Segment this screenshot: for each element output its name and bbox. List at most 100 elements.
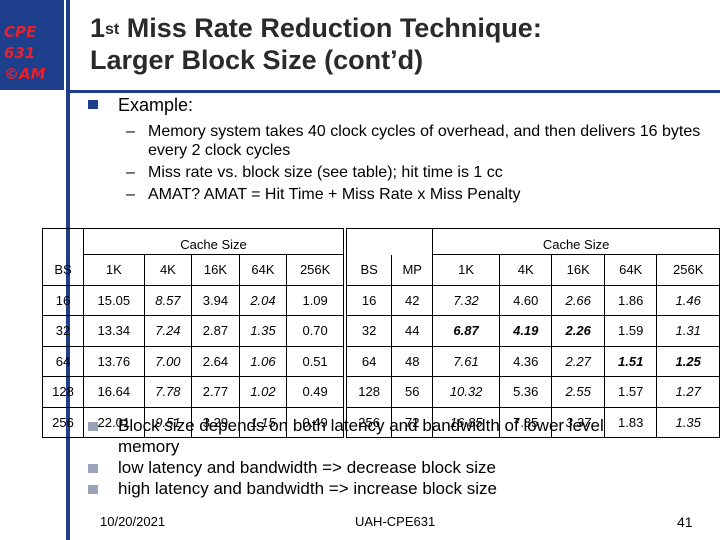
cache-size-group-header: Cache Size	[83, 228, 344, 255]
example-item: – Memory system takes 40 clock cycles of …	[126, 123, 701, 159]
miss-rate-table: Cache Size BS 1K 4K 16K 64K 256K 16 15.05 8.57 3.9…	[41, 228, 344, 438]
table-cell: 1.57	[603, 376, 658, 408]
table-cell: 64	[345, 345, 393, 377]
header-blank-cell	[345, 228, 434, 255]
sidebar-band	[0, 0, 64, 90]
table-cell: 1.86	[603, 284, 658, 316]
footer-course: UAH-CPE631	[355, 514, 436, 529]
table-cell: 1.09	[286, 284, 344, 316]
table-cell: 128	[345, 376, 393, 408]
column-header: BS	[345, 254, 393, 286]
header-blank-cell	[41, 228, 85, 255]
table-cell: 128	[41, 376, 85, 408]
table-cell: 7.32	[432, 284, 501, 316]
logo-line-3: ©AM	[4, 65, 46, 83]
table-row: 16 42 7.32 4.60 2.66 1.86 1.46	[345, 284, 720, 316]
table-cell: 7.78	[143, 376, 193, 408]
table-cell: 4.19	[499, 315, 553, 347]
table-row: 128 56 10.32 5.36 2.55 1.57 1.27	[345, 376, 720, 408]
table-cell: 7.00	[143, 345, 193, 377]
table-row: 16 15.05 8.57 3.94 2.04 1.09	[41, 284, 344, 316]
table-cell: 2.64	[191, 345, 240, 377]
table-cell: 3.29	[191, 406, 240, 438]
bullet-square-icon	[88, 422, 98, 431]
table-cell: 256	[345, 406, 393, 438]
title-line-1: Miss Rate Reduction Technique:	[119, 13, 542, 43]
table-cell: 256	[41, 406, 85, 438]
table-cell: 32	[41, 315, 85, 347]
table-cell: 2.27	[551, 345, 605, 377]
table-cell: 16.64	[83, 376, 145, 408]
table-cell: 3.37	[551, 406, 605, 438]
title-rule	[70, 90, 720, 93]
table-cell: 64	[41, 345, 85, 377]
logo-line-2: 631	[4, 44, 36, 62]
table-cell: 2.87	[191, 315, 240, 347]
table-cell: 6.87	[432, 315, 501, 347]
column-header: 4K	[143, 254, 193, 286]
dash-icon: –	[126, 123, 135, 140]
table-cell: 5.36	[499, 376, 553, 408]
table-cell: 2.55	[551, 376, 605, 408]
page-number: 41	[677, 514, 693, 530]
conclusion-list: Block size depends on both latency and b…	[118, 415, 618, 499]
table-cell: 3.94	[191, 284, 240, 316]
table-cell: 0.49	[286, 406, 344, 438]
table-cell: 0.70	[286, 315, 344, 347]
table-cell: 2.04	[238, 284, 288, 316]
amat-table: Cache Size BS MP 1K 4K 16K 64K 256K 16 42 7.32 4.60…	[345, 228, 720, 438]
bullet-square-icon	[88, 100, 98, 109]
table-cell: 13.34	[83, 315, 145, 347]
table-cell: 42	[391, 284, 434, 316]
column-header: 64K	[603, 254, 658, 286]
title-line-2: Larger Block Size (cont’d)	[90, 45, 424, 75]
dash-icon: –	[126, 164, 135, 181]
table-cell: 1.83	[603, 406, 658, 438]
column-header: BS	[41, 254, 85, 286]
table-row: 256 72 16.85 7.85 3.37 1.83 1.35	[345, 406, 720, 438]
conclusion-item: high latency and bandwidth => increase b…	[118, 479, 497, 498]
table-cell: 2.77	[191, 376, 240, 408]
conclusion-item: low latency and bandwidth => decrease bl…	[118, 458, 497, 477]
example-list: – Memory system takes 40 clock cycles of …	[126, 122, 716, 207]
table-cell: 7.61	[432, 345, 501, 377]
table-cell: 0.51	[286, 345, 344, 377]
title-number: 1	[90, 13, 106, 43]
table-cell: 1.02	[238, 376, 288, 408]
table-cell: 8.57	[143, 284, 193, 316]
column-header: 1K	[83, 254, 145, 286]
table-row: 64 48 7.61 4.36 2.27 1.51 1.25	[345, 345, 720, 377]
column-header: 256K	[656, 254, 720, 286]
course-logo: CPE 631 ©AM	[4, 22, 64, 85]
table-cell: 1.35	[238, 315, 288, 347]
table-row: 64 13.76 7.00 2.64 1.06 0.51	[41, 345, 344, 377]
column-header: 4K	[499, 254, 553, 286]
table-row: 32 13.34 7.24 2.87 1.35 0.70	[41, 315, 344, 347]
table-cell: 44	[391, 315, 434, 347]
table-cell: 0.49	[286, 376, 344, 408]
table-cell: 10.32	[432, 376, 501, 408]
table-cell: 1.35	[656, 406, 720, 438]
table-cell: 4.60	[499, 284, 553, 316]
conclusion-item: Block size depends on both latency and b…	[118, 416, 604, 456]
table-cell: 2.66	[551, 284, 605, 316]
table-cell: 16	[41, 284, 85, 316]
title-ordinal: st	[105, 21, 120, 38]
table-cell: 32	[345, 315, 393, 347]
table-cell: 56	[391, 376, 434, 408]
table-cell: 1.25	[656, 345, 720, 377]
table-cell: 9.51	[143, 406, 193, 438]
table-cell: 1.51	[603, 345, 658, 377]
table-cell: 2.26	[551, 315, 605, 347]
table-cell: 4.36	[499, 345, 553, 377]
example-item: – Miss rate vs. block size (see table); h…	[126, 164, 503, 181]
column-header: 16K	[191, 254, 240, 286]
table-cell: 1.27	[656, 376, 720, 408]
column-header: 256K	[286, 254, 344, 286]
column-header: MP	[391, 254, 434, 286]
column-header: 64K	[238, 254, 288, 286]
table-cell: 15.05	[83, 284, 145, 316]
table-cell: 7.24	[143, 315, 193, 347]
table-cell: 1.46	[656, 284, 720, 316]
cache-size-group-header: Cache Size	[432, 228, 720, 255]
